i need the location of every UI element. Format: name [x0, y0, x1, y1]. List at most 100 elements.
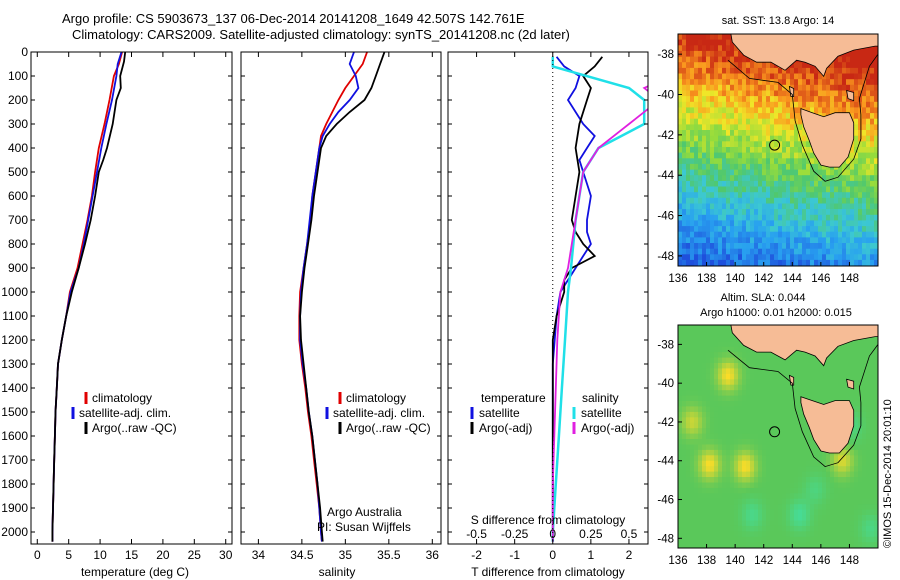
map-cell	[834, 237, 839, 244]
map-cell	[822, 373, 827, 380]
map-cell	[710, 248, 715, 255]
map-cell	[750, 439, 755, 445]
map-cell	[782, 96, 787, 103]
map-cell	[690, 175, 695, 182]
map-cell	[766, 509, 771, 516]
map-cell	[694, 493, 699, 500]
map-cell	[854, 163, 859, 171]
map-cell	[862, 357, 867, 364]
map-cell	[858, 220, 863, 227]
map-cell	[698, 259, 703, 266]
map-cell	[822, 379, 827, 386]
map-cell	[774, 192, 779, 199]
map-cell	[682, 50, 687, 58]
map-cell	[822, 498, 827, 505]
map-cell	[710, 197, 715, 204]
map-cell	[754, 118, 759, 125]
map-cell	[870, 231, 875, 238]
map-cell	[834, 259, 839, 266]
map-cell	[870, 471, 875, 478]
map-cell	[730, 254, 735, 261]
map-cell	[794, 384, 799, 391]
map-cell	[754, 428, 759, 435]
map-cell	[710, 141, 715, 148]
map-cell	[710, 163, 715, 171]
map-cell	[718, 175, 723, 182]
map-cell	[702, 449, 707, 456]
map-cell	[758, 197, 763, 204]
map-cell	[782, 395, 787, 402]
map-cell	[710, 384, 715, 391]
map-cell	[838, 175, 843, 182]
map-cell	[774, 395, 779, 402]
map-cell	[722, 158, 727, 165]
map-cell	[866, 406, 871, 413]
map-cell	[870, 84, 875, 91]
map-cell	[766, 254, 771, 261]
map-cell	[806, 186, 811, 193]
map-cell	[862, 439, 867, 445]
map-cell	[686, 325, 691, 331]
map-cell	[682, 180, 687, 188]
map-cell	[678, 237, 683, 244]
map-cell	[866, 439, 871, 445]
map-cell	[722, 152, 727, 159]
map-cell	[746, 455, 751, 462]
map-cell	[842, 368, 847, 375]
map-cell	[730, 248, 735, 255]
map-cell	[730, 515, 735, 521]
map-cell	[798, 265, 803, 266]
map-cell	[694, 248, 699, 255]
map-cell	[806, 90, 811, 97]
map-cell	[782, 90, 787, 97]
map-cell	[738, 346, 743, 353]
map-cell	[686, 226, 691, 233]
map-cell	[722, 135, 727, 142]
map-cell	[718, 56, 723, 63]
map-cell	[726, 357, 731, 364]
map-cell	[726, 226, 731, 233]
map-cell	[798, 406, 803, 413]
map-cell	[874, 411, 878, 418]
map-cell	[686, 90, 691, 97]
y-tick-label: 1400	[1, 381, 28, 395]
map-cell	[690, 444, 695, 451]
map-cell	[738, 384, 743, 391]
map-cell	[678, 433, 683, 440]
map-cell	[714, 243, 719, 250]
map-cell	[746, 487, 751, 494]
map-cell	[826, 373, 831, 380]
map-cell	[734, 45, 739, 52]
map-cell	[682, 67, 687, 75]
map-cell	[774, 384, 779, 391]
map-cell	[830, 175, 835, 182]
map-cell	[766, 175, 771, 182]
map-cell	[778, 357, 783, 364]
map-cell	[842, 231, 847, 238]
lat-tick-label: -48	[657, 251, 674, 263]
sla-map-subtitle: Argo h1000: 0.01 h2000: 0.015	[700, 307, 852, 319]
map-cell	[686, 203, 691, 210]
map-cell	[726, 254, 731, 261]
map-cell	[854, 455, 859, 462]
map-cell	[718, 79, 723, 86]
map-cell	[814, 466, 819, 473]
map-cell	[678, 460, 683, 467]
map-cell	[734, 433, 739, 440]
map-cell	[702, 237, 707, 244]
map-cell	[798, 417, 803, 424]
map-cell	[850, 460, 855, 467]
map-cell	[778, 73, 783, 80]
map-cell	[834, 254, 839, 261]
map-cell	[822, 504, 827, 511]
map-cell	[834, 226, 839, 233]
map-cell	[814, 90, 819, 97]
map-cell	[802, 73, 807, 80]
map-cell	[850, 395, 855, 402]
map-cell	[766, 466, 771, 473]
map-cell	[842, 477, 847, 483]
map-cell	[706, 542, 711, 548]
map-cell	[774, 248, 779, 255]
map-cell	[762, 141, 767, 148]
map-cell	[762, 406, 767, 413]
